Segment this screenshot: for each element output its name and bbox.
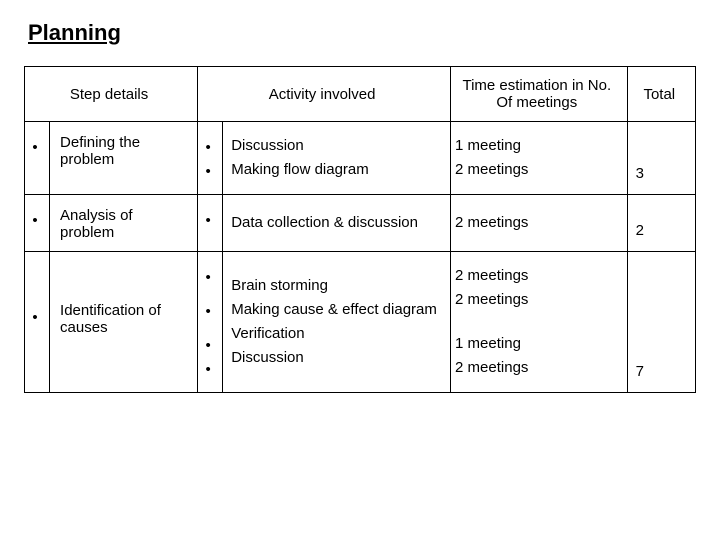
table-row: • Defining the problem •• Discussion Mak… (25, 122, 696, 195)
activity-item: Verification (231, 322, 442, 346)
activity-list: Discussion Making flow diagram (223, 122, 451, 195)
page-title: Planning (28, 20, 696, 46)
time-list: 1 meeting 2 meetings (451, 122, 628, 195)
col-step-header: Step details (25, 67, 198, 122)
col-time-header: Time estimation in No. Of meetings (451, 67, 628, 122)
time-item: 1 meeting (455, 332, 619, 356)
col-total-header: Total (627, 67, 695, 122)
step-name: Defining the problem (50, 122, 198, 195)
time-item: 2 meetings (455, 211, 619, 235)
row-total: 3 (627, 122, 695, 195)
time-item: 2 meetings (455, 356, 619, 380)
time-item: 2 meetings (455, 288, 619, 312)
table-row: • Identification of causes •••• Brain st… (25, 252, 696, 393)
time-list: 2 meetings (451, 195, 628, 252)
planning-table: Step details Activity involved Time esti… (24, 66, 696, 393)
activity-bullets: • (198, 195, 223, 252)
time-item: 1 meeting (455, 134, 619, 158)
row-total: 2 (627, 195, 695, 252)
row-total: 7 (627, 252, 695, 393)
activity-item: Discussion (231, 346, 442, 370)
activity-item: Making cause & effect diagram (231, 298, 442, 322)
table-header-row: Step details Activity involved Time esti… (25, 67, 696, 122)
step-name: Analysis of problem (50, 195, 198, 252)
activity-item: Brain storming (231, 274, 442, 298)
activity-bullets: •• (198, 122, 223, 195)
step-bullet: • (25, 195, 50, 252)
time-list: 2 meetings 2 meetings 1 meeting 2 meetin… (451, 252, 628, 393)
activity-item: Making flow diagram (231, 158, 442, 182)
time-item: 2 meetings (455, 158, 619, 182)
col-activity-header: Activity involved (198, 67, 451, 122)
step-name: Identification of causes (50, 252, 198, 393)
activity-list: Data collection & discussion (223, 195, 451, 252)
table-row: • Analysis of problem • Data collection … (25, 195, 696, 252)
activity-item: Data collection & discussion (231, 211, 442, 235)
activity-item: Discussion (231, 134, 442, 158)
activity-bullets: •••• (198, 252, 223, 393)
step-bullet: • (25, 252, 50, 393)
time-item: 2 meetings (455, 264, 619, 288)
step-bullet: • (25, 122, 50, 195)
activity-list: Brain storming Making cause & effect dia… (223, 252, 451, 393)
